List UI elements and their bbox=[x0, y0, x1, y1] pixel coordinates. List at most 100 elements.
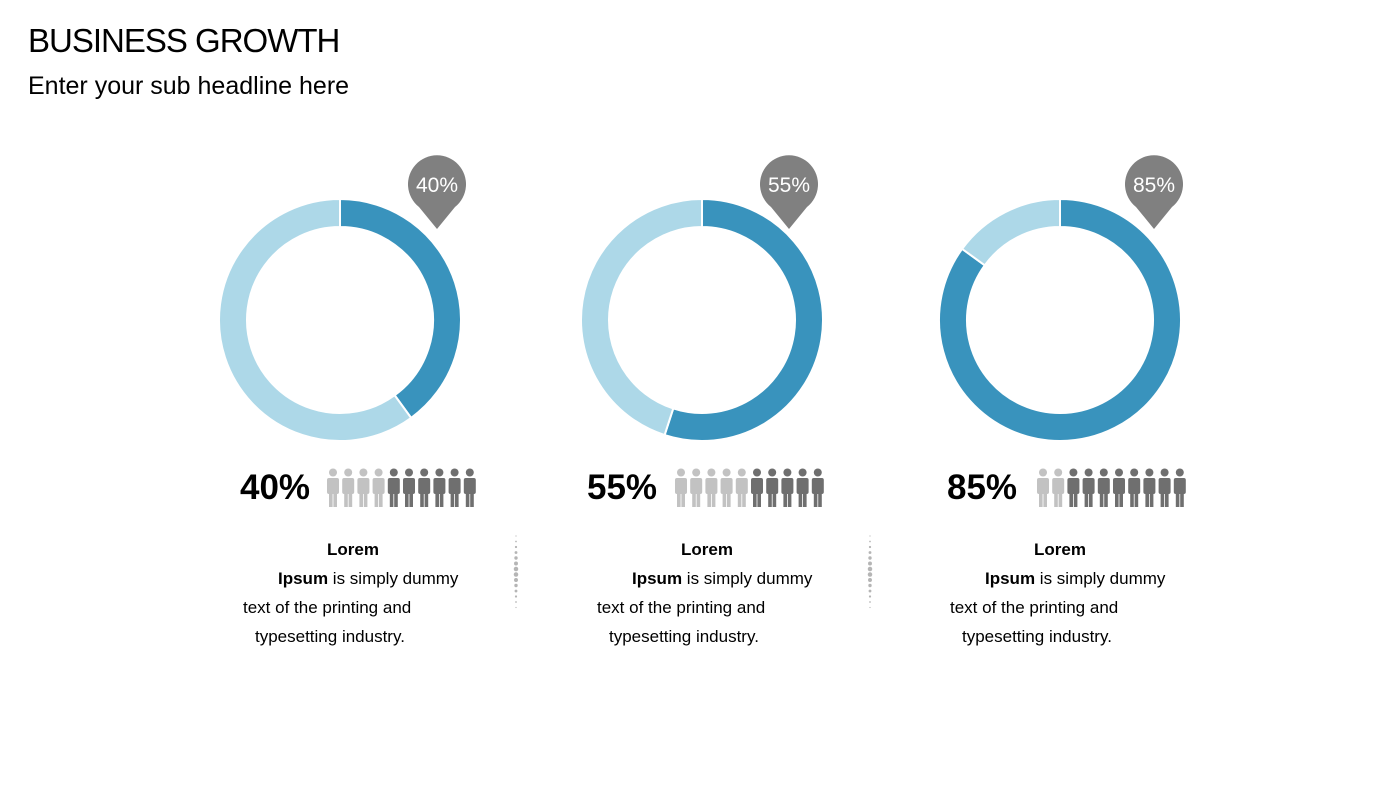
dotted-separator-1 bbox=[513, 535, 519, 609]
person-icon bbox=[357, 468, 370, 507]
donut-chart-3 bbox=[938, 197, 1182, 442]
person-icon bbox=[372, 468, 385, 507]
separator-dot bbox=[515, 601, 517, 603]
person-icon bbox=[1158, 468, 1171, 507]
separator-dot bbox=[514, 595, 518, 598]
separator-dot bbox=[869, 535, 871, 537]
donut-slice-value bbox=[938, 197, 1182, 442]
donut-chart-2 bbox=[580, 197, 824, 442]
person-icon bbox=[448, 468, 461, 507]
separator-dot bbox=[868, 551, 872, 554]
separator-dot bbox=[869, 601, 871, 603]
separator-dot bbox=[514, 545, 518, 549]
description-3: Lorem Ipsum is simply dummy text of the … bbox=[950, 535, 1210, 651]
donut-slice-remaining bbox=[960, 197, 1061, 267]
person-icon bbox=[720, 468, 733, 507]
donut-slice-value bbox=[663, 197, 824, 442]
description-1: Lorem Ipsum is simply dummy text of the … bbox=[243, 535, 503, 651]
desc-text-d-1: typesetting industry. bbox=[255, 627, 405, 646]
desc-text-d-3: typesetting industry. bbox=[962, 627, 1112, 646]
donut-slice-value bbox=[339, 197, 462, 420]
separator-dot bbox=[868, 589, 872, 593]
map-pin-icon bbox=[408, 155, 466, 229]
donut-slice-remaining bbox=[218, 197, 413, 442]
pin-label-2: 55% bbox=[767, 174, 811, 197]
people-row-1 bbox=[327, 468, 476, 507]
separator-dot bbox=[514, 556, 518, 560]
desc-bold-1: Ipsum bbox=[278, 569, 329, 588]
person-icon bbox=[751, 468, 763, 507]
person-icon bbox=[327, 468, 339, 507]
map-pin-icon bbox=[760, 155, 818, 229]
growth-panel-2: 55% 55% Lorem Ipsum is simply dummy text… bbox=[562, 150, 902, 670]
value-pin-3: 85% bbox=[1123, 155, 1185, 231]
page-title: BUSINESS GROWTH bbox=[28, 22, 340, 59]
desc-text-c-3: text of the printing and bbox=[950, 598, 1119, 617]
separator-dot bbox=[515, 535, 517, 537]
person-icon bbox=[1143, 468, 1156, 507]
person-icon bbox=[675, 468, 687, 507]
desc-text-b-1: is simply dummy bbox=[328, 569, 459, 588]
pin-label-3: 85% bbox=[1132, 174, 1176, 197]
separator-dot bbox=[515, 606, 517, 609]
separator-dot bbox=[868, 556, 872, 560]
person-icon bbox=[1173, 468, 1186, 507]
person-icon bbox=[1113, 468, 1125, 507]
person-icon bbox=[342, 468, 355, 507]
separator-dot bbox=[513, 572, 519, 577]
separator-dot bbox=[514, 561, 518, 566]
person-icon bbox=[766, 468, 779, 507]
desc-bold-3: Ipsum bbox=[985, 569, 1036, 588]
desc-text-d-2: typesetting industry. bbox=[609, 627, 759, 646]
person-icon bbox=[1052, 468, 1065, 507]
dotted-separator-2 bbox=[867, 535, 873, 609]
desc-title-3: Lorem bbox=[1034, 540, 1086, 559]
person-icon bbox=[781, 468, 794, 507]
desc-title-2: Lorem bbox=[681, 540, 733, 559]
person-icon bbox=[1082, 468, 1095, 507]
person-icon bbox=[403, 468, 415, 507]
desc-text-c-2: text of the printing and bbox=[597, 598, 766, 617]
desc-text-b-3: is simply dummy bbox=[1035, 569, 1166, 588]
people-row-3 bbox=[1037, 468, 1186, 507]
donut-chart-1 bbox=[218, 197, 462, 442]
person-icon bbox=[463, 468, 476, 507]
separator-dot bbox=[868, 545, 872, 549]
person-icon bbox=[690, 468, 703, 507]
separator-dot bbox=[514, 578, 518, 582]
separator-dot bbox=[513, 566, 519, 572]
desc-text-b-2: is simply dummy bbox=[682, 569, 813, 588]
separator-dot bbox=[868, 578, 872, 582]
people-row-2 bbox=[675, 468, 824, 507]
separator-dot bbox=[869, 606, 871, 609]
person-icon bbox=[1037, 468, 1049, 507]
donut-slice-remaining bbox=[580, 197, 703, 437]
separator-dot bbox=[515, 540, 517, 543]
person-icon bbox=[1067, 468, 1080, 507]
person-icon bbox=[1128, 468, 1141, 507]
big-percent-2: 55% bbox=[587, 468, 658, 507]
separator-dot bbox=[869, 540, 871, 543]
big-percent-3: 85% bbox=[947, 468, 1018, 507]
separator-dot bbox=[868, 561, 872, 566]
person-icon bbox=[418, 468, 431, 507]
person-icon bbox=[705, 468, 718, 507]
value-pin-2: 55% bbox=[758, 155, 820, 231]
pin-label-1: 40% bbox=[415, 174, 459, 197]
growth-panel-3: 85% 85% Lorem Ipsum is simply dummy text… bbox=[920, 150, 1260, 670]
person-icon bbox=[387, 468, 400, 507]
separator-dot bbox=[514, 551, 518, 554]
desc-bold-2: Ipsum bbox=[632, 569, 683, 588]
person-icon bbox=[1097, 468, 1110, 507]
person-icon bbox=[735, 468, 748, 507]
separator-dot bbox=[514, 583, 518, 588]
map-pin-icon bbox=[1125, 155, 1183, 229]
description-2: Lorem Ipsum is simply dummy text of the … bbox=[597, 535, 857, 651]
person-icon bbox=[433, 468, 446, 507]
person-icon bbox=[796, 468, 809, 507]
desc-text-c-1: text of the printing and bbox=[243, 598, 412, 617]
separator-dot bbox=[514, 589, 518, 593]
separator-dot bbox=[867, 572, 873, 577]
growth-panel-1: 40% 40% Lorem Ipsum is simply dummy text… bbox=[200, 150, 540, 670]
separator-dot bbox=[867, 566, 873, 572]
